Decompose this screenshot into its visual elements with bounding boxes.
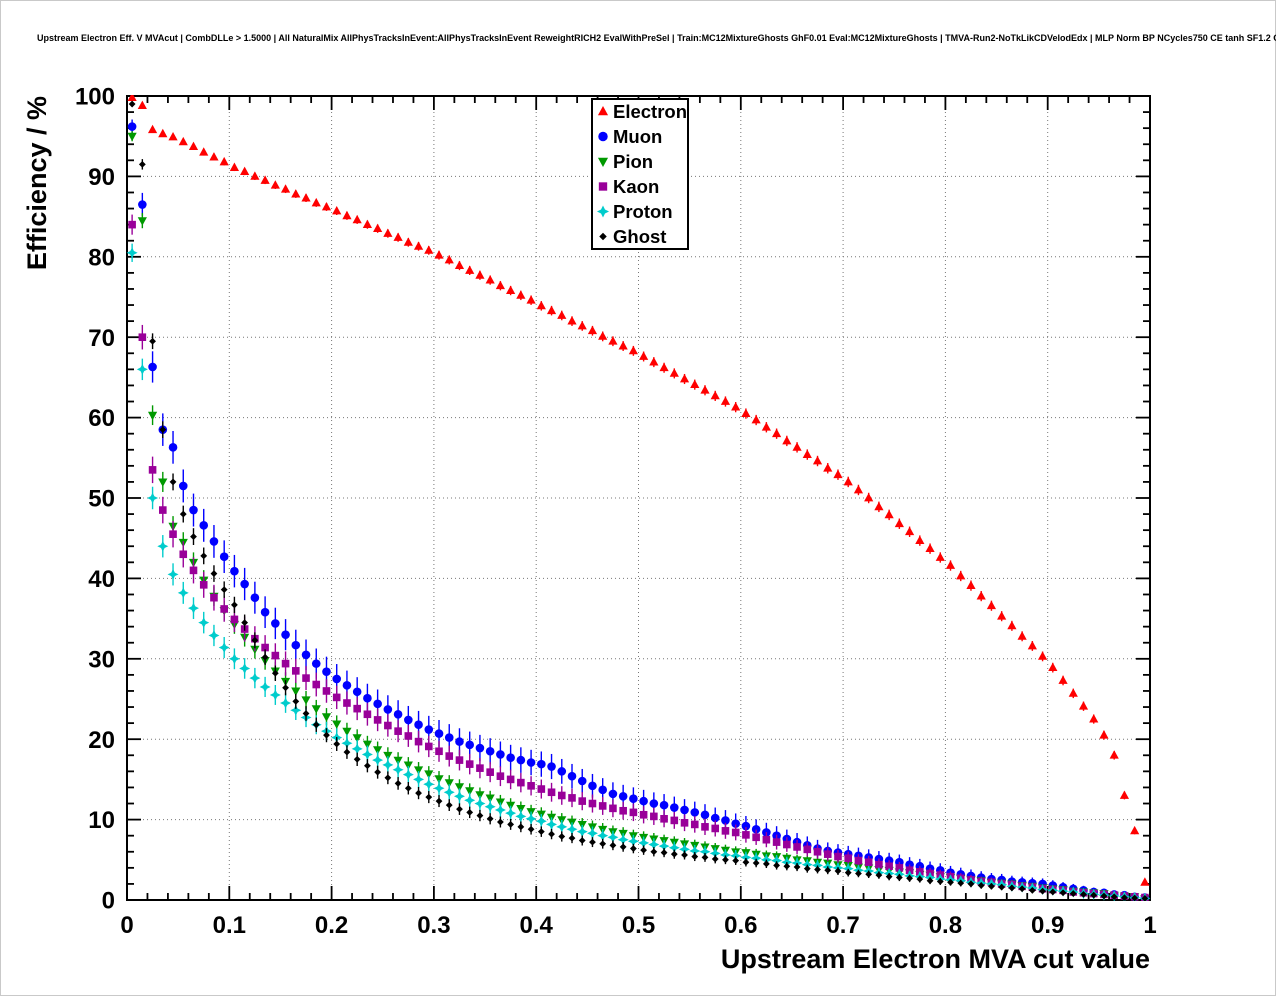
legend-label: Pion	[613, 151, 653, 172]
series-ghost	[128, 100, 1149, 901]
tick-labels: 0 10 20 30 40 50 60 70 80 90 100 0 0.1 0.2 0.3 0.4 0.5 0.…	[75, 84, 1157, 939]
y-tick-label: 70	[88, 325, 115, 352]
x-tick-label: 0.3	[417, 912, 450, 939]
plot-title: Upstream Electron Eff. V MVAcut | CombDL…	[37, 33, 1276, 43]
y-tick-label: 10	[88, 807, 115, 834]
y-tick-label: 50	[88, 486, 115, 513]
legend-item-electron: Electron	[597, 101, 687, 122]
legend-label: Electron	[613, 101, 687, 122]
y-tick-label: 40	[88, 566, 115, 593]
legend-item-ghost: Ghost	[599, 226, 666, 247]
legend-item-pion: Pion	[597, 151, 653, 172]
x-tick-label: 1	[1143, 912, 1156, 939]
x-axis-title: Upstream Electron MVA cut value	[721, 944, 1150, 974]
y-tick-label: 100	[75, 84, 115, 111]
y-tick-label: 30	[88, 646, 115, 673]
y-tick-label: 90	[88, 164, 115, 191]
x-tick-label: 0.2	[315, 912, 348, 939]
legend-label: Ghost	[613, 226, 666, 247]
x-tick-label: 0.5	[622, 912, 655, 939]
legend-item-kaon: Kaon	[598, 176, 659, 197]
y-tick-label: 20	[88, 727, 115, 754]
legend-box	[591, 98, 689, 250]
legend-item-proton: Proton	[596, 201, 673, 222]
grid	[127, 96, 1150, 900]
x-tick-label: 0.9	[1031, 912, 1064, 939]
series-electron	[127, 95, 1150, 886]
y-tick-label: 80	[88, 244, 115, 271]
y-tick-label: 60	[88, 405, 115, 432]
x-tick-label: 0.8	[929, 912, 962, 939]
legend-item-muon: Muon	[598, 126, 662, 147]
x-tick-label: 0.7	[826, 912, 859, 939]
y-axis-title: Efficiency / %	[22, 96, 52, 270]
x-tick-label: 0.4	[520, 912, 554, 939]
x-tick-label: 0	[120, 912, 133, 939]
y-tick-label: 0	[102, 888, 115, 915]
series-kaon	[128, 214, 1149, 901]
legend: Electron Muon Pion Kaon Proton Ghost	[591, 98, 689, 250]
axis-ticks	[126, 95, 1151, 901]
legend-label: Kaon	[613, 176, 659, 197]
x-tick-label: 0.1	[213, 912, 246, 939]
x-tick-label: 0.6	[724, 912, 757, 939]
legend-label: Muon	[613, 126, 662, 147]
legend-label: Proton	[613, 201, 673, 222]
